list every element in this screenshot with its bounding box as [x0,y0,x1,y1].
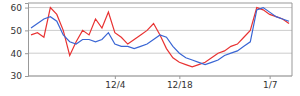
frame [292,3,293,76]
tick: 12/4 [105,76,125,90]
series-line [31,8,289,65]
tick-mark [115,76,116,79]
tick-label: 1/7 [263,80,277,90]
tick-mark [25,8,28,9]
tick: 1/7 [263,76,277,90]
grid-line [28,53,292,54]
tick-label: 40 [11,49,23,59]
tick: 40 [11,49,28,59]
tick-mark [179,76,180,79]
frame [28,3,292,4]
y-axis: 30 40 50 60 [11,3,29,81]
axis-line [28,76,292,77]
chart: 30 40 50 60 12/4 12/18 1/7 [0,0,300,96]
tick: 50 [11,26,28,36]
tick-label: 60 [11,3,23,13]
tick-label: 50 [11,26,23,36]
grid-line [28,76,292,77]
series-line [31,8,289,67]
grid-line [28,7,292,8]
tick: 30 [11,71,28,81]
tick-mark [25,76,28,77]
tick-label: 30 [11,71,23,81]
tick: 60 [11,3,28,13]
tick-mark [25,53,28,54]
x-axis: 12/4 12/18 1/7 [28,76,292,90]
plot-area [31,8,289,67]
axis-line [25,4,29,77]
tick-mark [25,30,28,31]
grid [28,8,292,76]
tick-label: 12/18 [167,80,193,90]
tick: 12/18 [167,76,193,90]
tick-mark [270,76,271,79]
tick-label: 12/4 [105,80,125,90]
